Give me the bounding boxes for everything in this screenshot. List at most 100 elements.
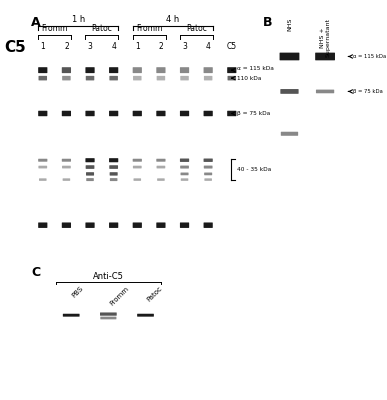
FancyBboxPatch shape [204, 222, 213, 228]
FancyBboxPatch shape [157, 76, 165, 80]
FancyBboxPatch shape [86, 111, 95, 116]
Text: 2: 2 [64, 42, 69, 51]
FancyBboxPatch shape [109, 222, 118, 228]
Text: A: A [31, 16, 41, 29]
FancyBboxPatch shape [204, 158, 213, 162]
FancyBboxPatch shape [204, 178, 212, 181]
FancyBboxPatch shape [38, 166, 47, 168]
FancyBboxPatch shape [62, 222, 71, 228]
Text: 110 kDa: 110 kDa [236, 76, 261, 81]
Text: 3: 3 [87, 42, 92, 51]
FancyBboxPatch shape [62, 166, 71, 168]
FancyBboxPatch shape [315, 53, 335, 60]
FancyBboxPatch shape [109, 165, 118, 169]
FancyBboxPatch shape [62, 67, 71, 73]
Text: β = 75 kDa: β = 75 kDa [353, 89, 383, 94]
FancyBboxPatch shape [156, 222, 166, 228]
FancyBboxPatch shape [86, 76, 94, 80]
FancyBboxPatch shape [157, 178, 165, 181]
FancyBboxPatch shape [134, 178, 141, 181]
Text: Patoc: Patoc [186, 24, 207, 33]
Text: Patoc: Patoc [91, 24, 112, 33]
Text: 1: 1 [135, 42, 140, 51]
FancyBboxPatch shape [133, 166, 142, 168]
Text: 1 h: 1 h [72, 15, 85, 24]
FancyBboxPatch shape [110, 76, 118, 80]
FancyBboxPatch shape [86, 165, 94, 169]
FancyBboxPatch shape [86, 67, 95, 73]
FancyBboxPatch shape [100, 312, 117, 316]
Text: 3: 3 [182, 42, 187, 51]
Text: NHS +
Supernatant: NHS + Supernatant [320, 18, 330, 57]
FancyBboxPatch shape [180, 111, 189, 116]
Text: PBS: PBS [71, 286, 85, 299]
FancyBboxPatch shape [86, 222, 95, 228]
FancyBboxPatch shape [180, 67, 189, 73]
FancyBboxPatch shape [204, 166, 212, 168]
Text: 4: 4 [206, 42, 211, 51]
FancyBboxPatch shape [133, 159, 142, 162]
FancyBboxPatch shape [180, 158, 189, 162]
FancyBboxPatch shape [110, 178, 117, 181]
FancyBboxPatch shape [180, 222, 189, 228]
FancyBboxPatch shape [156, 159, 166, 162]
FancyBboxPatch shape [38, 111, 47, 116]
Text: α = 115 kDa: α = 115 kDa [236, 66, 273, 71]
Text: B: B [263, 16, 273, 29]
FancyBboxPatch shape [38, 67, 47, 73]
Text: 2: 2 [159, 42, 163, 51]
Text: 1: 1 [40, 42, 45, 51]
Text: C: C [31, 266, 40, 278]
FancyBboxPatch shape [156, 111, 166, 116]
Text: Anti-C5: Anti-C5 [93, 272, 124, 281]
FancyBboxPatch shape [62, 76, 71, 80]
FancyBboxPatch shape [228, 76, 236, 80]
FancyBboxPatch shape [181, 178, 188, 181]
FancyBboxPatch shape [279, 53, 300, 60]
Text: NHS: NHS [287, 18, 292, 31]
FancyBboxPatch shape [204, 111, 213, 116]
FancyBboxPatch shape [280, 89, 299, 94]
FancyBboxPatch shape [316, 90, 334, 93]
FancyBboxPatch shape [86, 172, 94, 176]
Text: 40 - 35 kDa: 40 - 35 kDa [236, 167, 271, 172]
FancyBboxPatch shape [110, 172, 118, 176]
FancyBboxPatch shape [180, 76, 189, 80]
FancyBboxPatch shape [204, 76, 212, 80]
FancyBboxPatch shape [227, 111, 236, 116]
FancyBboxPatch shape [227, 67, 236, 73]
FancyBboxPatch shape [204, 172, 212, 175]
FancyBboxPatch shape [137, 314, 154, 317]
Text: Fromm: Fromm [41, 24, 68, 33]
Text: Fromm: Fromm [108, 286, 130, 307]
FancyBboxPatch shape [180, 166, 189, 168]
FancyBboxPatch shape [109, 158, 118, 162]
FancyBboxPatch shape [62, 159, 71, 162]
FancyBboxPatch shape [86, 158, 95, 162]
FancyBboxPatch shape [39, 178, 46, 181]
Text: Fromm: Fromm [136, 24, 162, 33]
FancyBboxPatch shape [180, 172, 188, 175]
Text: 4 h: 4 h [166, 15, 179, 24]
FancyBboxPatch shape [39, 76, 47, 80]
FancyBboxPatch shape [156, 166, 165, 168]
FancyBboxPatch shape [100, 317, 116, 319]
Text: C5: C5 [4, 40, 26, 55]
FancyBboxPatch shape [38, 222, 47, 228]
Text: α = 115 kDa: α = 115 kDa [353, 54, 386, 59]
FancyBboxPatch shape [38, 159, 47, 162]
FancyBboxPatch shape [63, 314, 80, 317]
FancyBboxPatch shape [63, 178, 70, 181]
FancyBboxPatch shape [204, 67, 213, 73]
FancyBboxPatch shape [156, 67, 166, 73]
Text: 4: 4 [111, 42, 116, 51]
FancyBboxPatch shape [133, 111, 142, 116]
FancyBboxPatch shape [62, 111, 71, 116]
Text: C5: C5 [227, 42, 237, 51]
FancyBboxPatch shape [133, 67, 142, 73]
Text: β = 75 kDa: β = 75 kDa [236, 111, 270, 116]
FancyBboxPatch shape [109, 67, 118, 73]
FancyBboxPatch shape [86, 178, 94, 181]
FancyBboxPatch shape [133, 222, 142, 228]
Text: Patoc: Patoc [146, 286, 163, 303]
